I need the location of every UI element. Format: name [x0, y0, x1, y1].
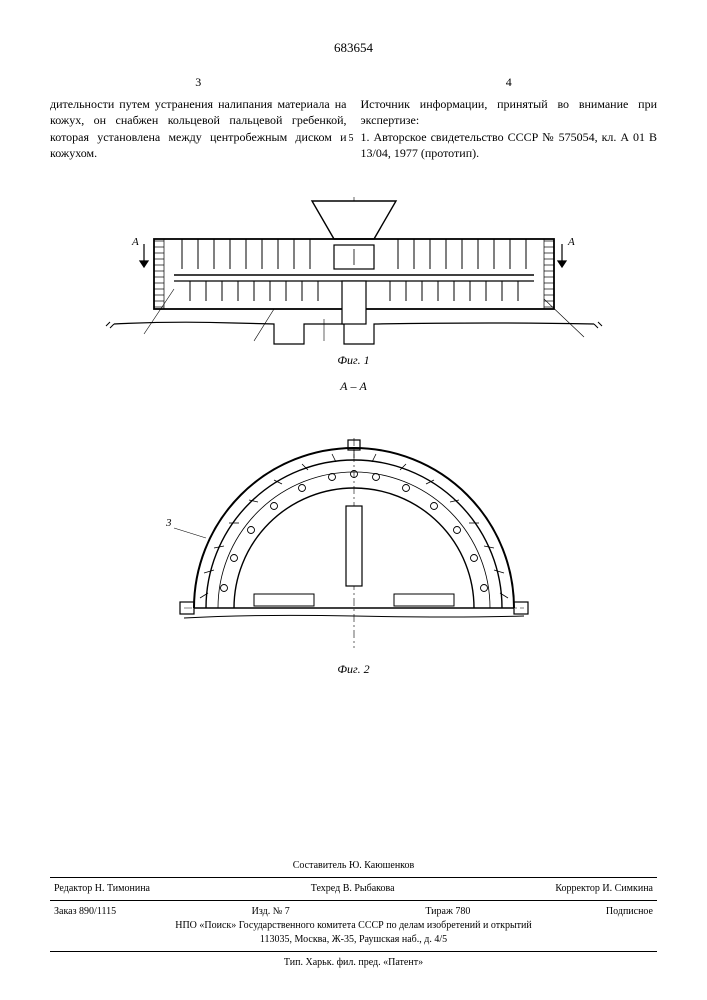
svg-text:А: А	[131, 236, 139, 248]
svg-text:3: 3	[165, 517, 172, 529]
order-number: Заказ 890/1115	[54, 905, 116, 919]
figure-2: А – А	[154, 379, 554, 677]
fig1-label: Фиг. 1	[74, 353, 634, 368]
printer: Тип. Харьк. фил. пред. «Патент»	[50, 956, 657, 970]
patent-number: 683654	[50, 40, 657, 56]
right-col-number: 4	[361, 74, 658, 90]
line-marker-5: 5	[349, 132, 354, 146]
svg-text:А: А	[567, 236, 575, 248]
figure-1: А А Фиг. 1	[74, 189, 634, 368]
edition-number: Изд. № 7	[252, 905, 290, 919]
text-columns: 3 дительности путем устранения налипания…	[50, 74, 657, 161]
figures-area: А А Фиг. 1 А – А	[50, 183, 657, 683]
left-col-text: дительности путем устранения налипания м…	[50, 97, 347, 160]
right-text-1: Источник информации, принятый во внимани…	[361, 97, 658, 127]
right-column: 4 5 Источник информации, принятый во вни…	[361, 74, 658, 161]
circulation: Тираж 780	[425, 905, 470, 919]
footer: Составитель Ю. Каюшенков Редактор Н. Тим…	[50, 859, 657, 970]
address: 113035, Москва, Ж-35, Раушская наб., д. …	[50, 933, 657, 947]
organization: НПО «Поиск» Государственного комитета СС…	[50, 919, 657, 933]
editor: Редактор Н. Тимонина	[54, 882, 150, 896]
corrector: Корректор И. Симкина	[555, 882, 653, 896]
left-col-number: 3	[50, 74, 347, 90]
techred: Техред В. Рыбакова	[311, 882, 395, 896]
composer: Составитель Ю. Каюшенков	[50, 859, 657, 873]
subscription: Подписное	[606, 905, 653, 919]
left-column: 3 дительности путем устранения налипания…	[50, 74, 347, 161]
fig2-label: Фиг. 2	[154, 662, 554, 677]
right-text-2: 1. Авторское свидетельство СССР № 575054…	[361, 130, 658, 160]
section-label: А – А	[154, 379, 554, 394]
